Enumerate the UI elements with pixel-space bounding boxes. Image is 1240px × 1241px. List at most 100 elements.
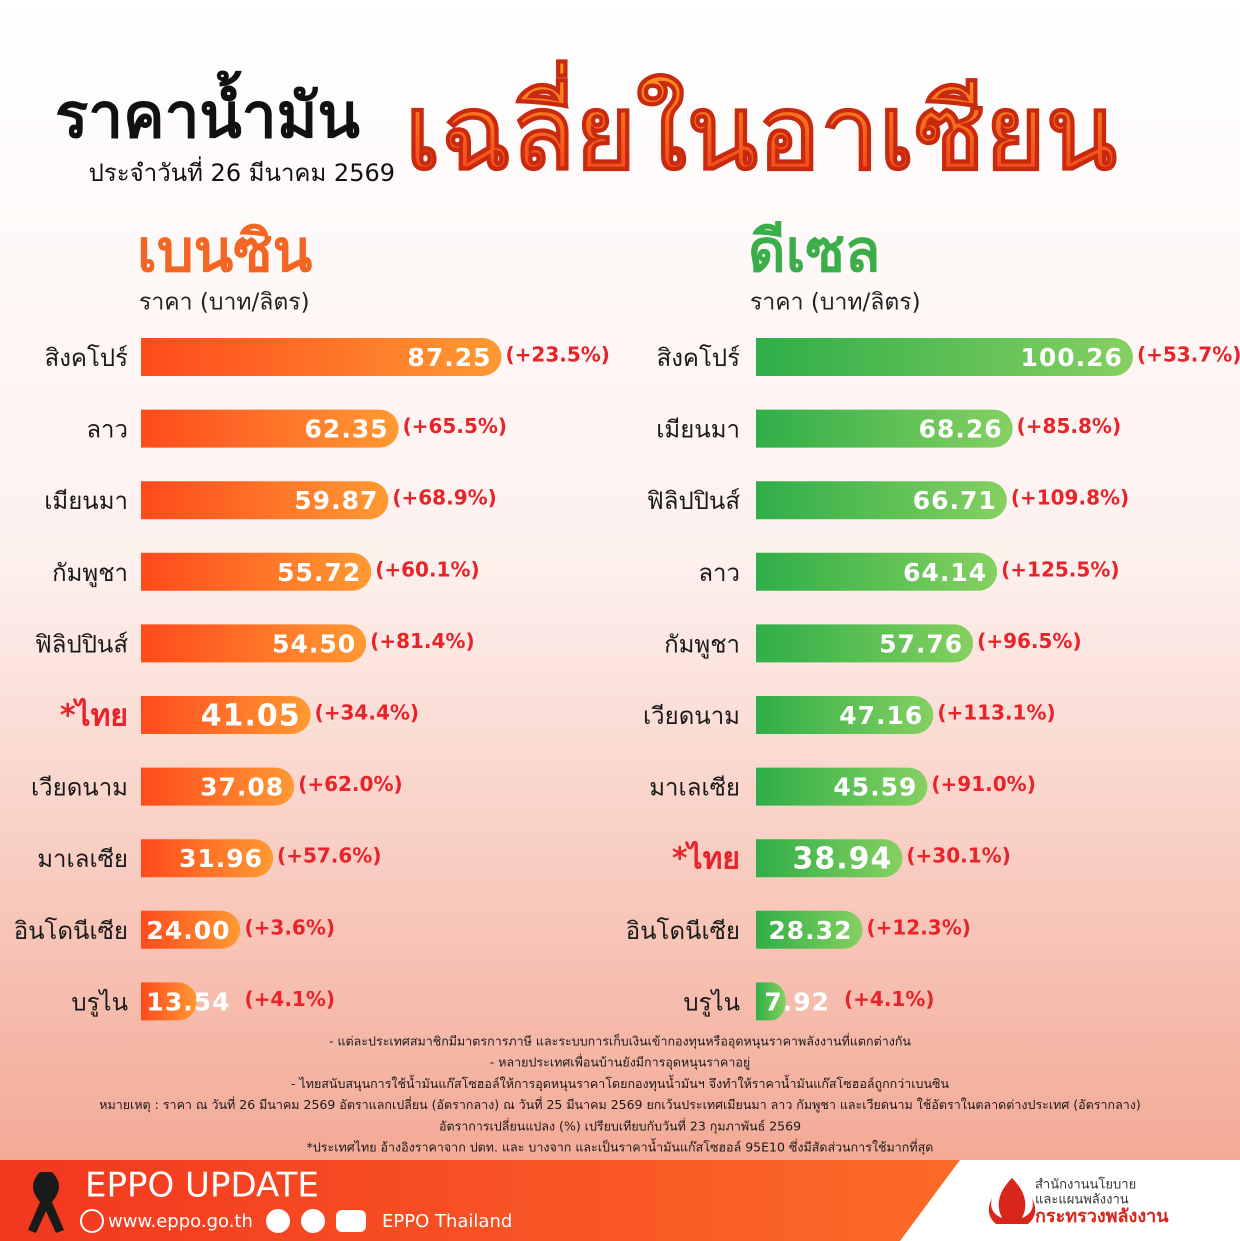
category-label: *ไทย: [60, 698, 128, 734]
footer-logo-area: [900, 1160, 1240, 1241]
category-label: เมียนมา: [44, 487, 128, 515]
category-label: ฟิลิปปินส์: [35, 630, 129, 658]
value-label: 37.08: [200, 773, 284, 802]
category-label: มาเลเซีย: [37, 845, 128, 873]
value-label: 68.26: [919, 415, 1003, 444]
bar: [141, 338, 502, 376]
value-label: 24.00: [146, 916, 230, 945]
note-line: - แต่ละประเทศสมาชิกมีมาตรการภาษี และระบบ…: [329, 1033, 911, 1050]
bar: [756, 624, 974, 663]
bar: [141, 839, 274, 878]
change-label: (+60.1%): [375, 557, 479, 581]
bar: [141, 767, 295, 806]
bar: [756, 982, 786, 1021]
value-label: 66.71: [913, 486, 997, 515]
change-label: (+34.4%): [315, 701, 419, 725]
change-label: (+91.0%): [931, 772, 1035, 796]
value-label: 54.50: [272, 629, 356, 658]
category-label: กัมพูชา: [52, 559, 128, 588]
change-label: (+62.0%): [298, 772, 402, 796]
change-label: (+125.5%): [1001, 557, 1119, 581]
ribbon-icon: [28, 1172, 64, 1233]
category-label: กัมพูชา: [664, 630, 740, 659]
category-label: ลาว: [86, 416, 128, 444]
youtube-icon[interactable]: [336, 1210, 366, 1232]
bar: [141, 552, 372, 591]
value-label: 100.26: [1020, 343, 1122, 372]
change-label: (+109.8%): [1011, 486, 1129, 510]
org-line-1: สำนักงานนโยบาย: [1035, 1177, 1136, 1193]
bar: [756, 481, 1007, 520]
chart-subtitle: ราคา (บาท/ลิตร): [750, 290, 921, 316]
change-label: (+96.5%): [977, 629, 1081, 653]
category-label: อินโดนีเซีย: [14, 917, 128, 945]
chart-title: เบนซิน: [137, 217, 313, 285]
category-label: สิงคโปร์: [45, 344, 129, 372]
category-label: มาเลเซีย: [649, 774, 740, 802]
value-label: 55.72: [277, 558, 361, 587]
value-label: 62.35: [305, 415, 389, 444]
category-label: *ไทย: [672, 841, 740, 877]
change-label: (+23.5%): [506, 343, 610, 367]
twitter-icon[interactable]: [301, 1209, 325, 1233]
chart-subtitle: ราคา (บาท/ลิตร): [139, 290, 310, 316]
bar: [756, 839, 903, 878]
change-label: (+57.6%): [277, 844, 381, 868]
category-label: บรูไน: [71, 988, 128, 1017]
footer-social: EPPO Thailand: [382, 1211, 512, 1232]
value-label: 45.59: [833, 773, 917, 802]
bar: [141, 696, 311, 734]
change-label: (+53.7%): [1137, 343, 1240, 367]
change-label: (+81.4%): [370, 629, 474, 653]
value-label: 64.14: [903, 558, 987, 587]
change-label: (+4.1%): [844, 987, 935, 1011]
change-label: (+65.5%): [403, 414, 507, 438]
bar: [756, 409, 1013, 448]
value-label: 7.92: [764, 987, 830, 1016]
category-label: เวียดนาม: [31, 774, 128, 802]
footer-title: EPPO UPDATE: [85, 1166, 319, 1206]
note-line: *ประเทศไทย อ้างอิงราคาจาก ปตท. และ บางจา…: [307, 1138, 934, 1156]
bar: [756, 552, 998, 591]
category-label: บรูไน: [683, 988, 740, 1017]
category-label: อินโดนีเซีย: [626, 917, 740, 945]
value-label: 38.94: [793, 842, 893, 877]
bar: [141, 982, 197, 1021]
value-label: 13.54: [146, 987, 230, 1016]
title-highlight: เฉลี่ยในอาเซียน: [405, 59, 1117, 193]
footer-website[interactable]: www.eppo.go.th: [108, 1211, 253, 1232]
category-label: ฟิลิปปินส์: [647, 487, 741, 515]
note-line: หมายเหตุ : ราคา ณ วันที่ 26 มีนาคม 2569 …: [99, 1096, 1141, 1113]
change-label: (+85.8%): [1017, 414, 1121, 438]
change-label: (+3.6%): [245, 915, 336, 939]
org-line-3: กระทรวงพลังงาน: [1035, 1206, 1169, 1227]
bar: [141, 481, 389, 520]
change-label: (+68.9%): [392, 486, 496, 510]
category-label: เวียดนาม: [643, 702, 740, 730]
bar: [141, 624, 367, 663]
change-label: (+113.1%): [937, 701, 1055, 725]
bar: [756, 696, 934, 734]
facebook-icon[interactable]: [266, 1209, 290, 1233]
value-label: 41.05: [201, 699, 301, 734]
bar: [141, 409, 399, 448]
category-label: สิงคโปร์: [657, 344, 741, 372]
category-label: ลาว: [698, 559, 740, 587]
globe-icon: [80, 1209, 104, 1233]
value-label: 31.96: [179, 844, 263, 873]
change-label: (+4.1%): [245, 987, 336, 1011]
chart-title: ดีเซล: [748, 217, 880, 285]
note-line: - หลายประเทศเพื่อนบ้านยังมีการอุดหนุนราค…: [490, 1054, 750, 1071]
bar: [756, 767, 928, 806]
title: ราคาน้ำมัน: [55, 70, 360, 152]
change-label: (+12.3%): [866, 915, 970, 939]
logo-icon: [988, 1178, 1036, 1224]
value-label: 57.76: [879, 629, 963, 658]
value-label: 87.25: [407, 343, 491, 372]
org-line-2: และแผนพลังงาน: [1035, 1193, 1129, 1208]
note-line: - ไทยสนับสนุนการใช้น้ำมันแก๊สโซฮอล์ให้กา…: [291, 1074, 950, 1092]
bar: [141, 910, 241, 949]
